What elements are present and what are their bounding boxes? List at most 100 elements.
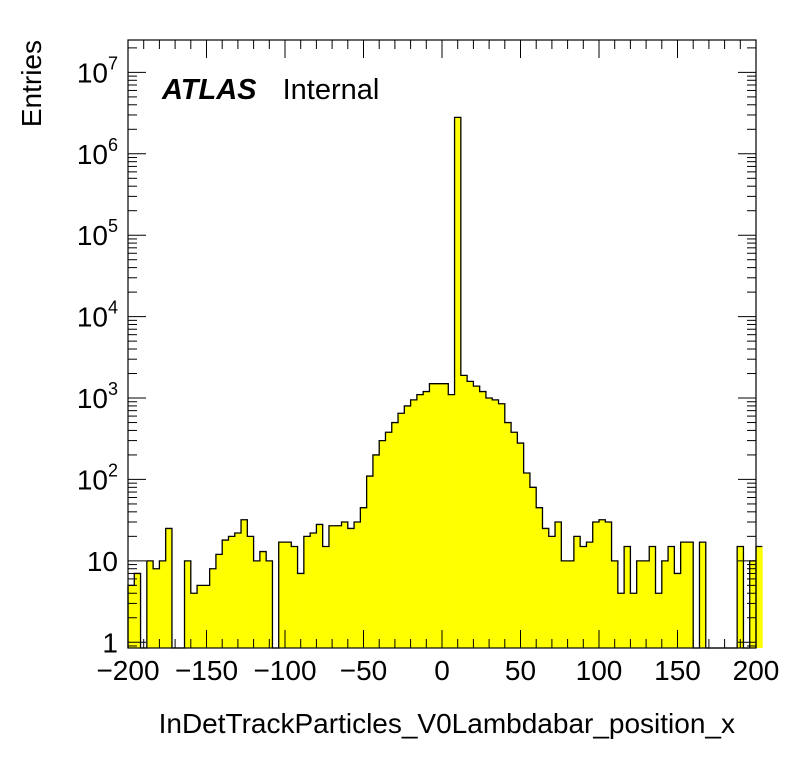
histogram-bin — [259, 551, 267, 648]
histogram-bin — [146, 560, 154, 648]
histogram-bin — [134, 573, 141, 648]
histogram-bin — [303, 536, 311, 648]
histogram-bin — [385, 432, 393, 648]
histogram-bin — [190, 593, 198, 648]
histogram-bin — [184, 560, 192, 648]
histogram-bin — [686, 542, 694, 648]
histogram-bin — [454, 117, 462, 648]
histogram-bin — [247, 536, 254, 648]
x-tick-label: 100 — [576, 655, 623, 686]
y-tick-base: 10 — [77, 57, 108, 88]
histogram-bin — [617, 593, 625, 648]
y-tick-exponent: 2 — [108, 460, 118, 480]
y-tick-base: 1 — [102, 627, 118, 658]
histogram-bin — [266, 560, 273, 648]
histogram-bin — [467, 381, 474, 648]
histogram-bin — [599, 519, 606, 648]
histogram-bin — [592, 522, 600, 648]
histogram-bin — [203, 585, 211, 648]
x-tick-label: 150 — [654, 655, 701, 686]
histogram-bin — [586, 542, 594, 648]
y-tick-exponent: 4 — [108, 298, 118, 318]
y-tick-exponent: 5 — [108, 216, 118, 236]
histogram-bin — [485, 398, 493, 648]
x-tick-label: 200 — [733, 655, 780, 686]
histogram-bars — [128, 117, 763, 648]
histogram-bin — [291, 546, 298, 648]
histogram-bin — [680, 542, 688, 648]
x-tick-label: −200 — [96, 655, 159, 686]
histogram-bin — [473, 386, 481, 648]
histogram-bin — [548, 536, 556, 648]
histogram-bin — [573, 536, 581, 648]
y-tick-label: 10 — [87, 546, 118, 577]
atlas-label: ATLAS Internal — [161, 74, 379, 106]
histogram-bin — [372, 454, 380, 648]
histogram-bin — [360, 507, 368, 648]
histogram-bin — [504, 422, 512, 648]
histogram-bin — [492, 399, 499, 648]
y-tick-label: 1 — [102, 627, 118, 658]
histogram-bin — [310, 532, 317, 648]
histogram-bin — [322, 546, 330, 648]
histogram-bin — [128, 585, 135, 648]
histogram-bin — [498, 403, 506, 648]
histogram-bin — [297, 573, 305, 648]
histogram-bin — [241, 519, 248, 648]
histogram-bin — [335, 525, 342, 648]
histogram-bin — [165, 528, 173, 648]
histogram-bin — [636, 560, 644, 648]
histogram-bin — [222, 540, 229, 648]
histogram-bin — [347, 528, 355, 648]
y-tick-label: 106 — [77, 135, 118, 170]
y-tick-base: 10 — [87, 546, 118, 577]
histogram-bin — [561, 560, 568, 648]
histogram-bin — [642, 560, 650, 648]
y-tick-base: 10 — [77, 139, 108, 170]
histogram-bin — [354, 522, 361, 648]
y-tick-exponent: 3 — [108, 379, 118, 399]
y-tick-base: 10 — [77, 464, 108, 495]
histogram-bin — [316, 524, 324, 648]
histogram-bin — [674, 573, 682, 648]
histogram-bin — [630, 593, 638, 648]
histogram-bin — [668, 546, 675, 648]
histogram-bin — [567, 560, 575, 648]
histogram-bin — [278, 542, 286, 648]
y-tick-label: 102 — [77, 460, 118, 495]
histogram-bin — [341, 522, 349, 648]
histogram-bin — [649, 546, 656, 648]
histogram-bin — [479, 391, 487, 648]
histogram-bin — [398, 413, 405, 648]
histogram-bin — [580, 546, 587, 648]
histogram-bin — [197, 585, 204, 648]
histogram-bin — [429, 383, 437, 648]
x-tick-label: −50 — [340, 655, 388, 686]
histogram-bin — [423, 391, 430, 648]
y-axis-label: Entries — [16, 40, 47, 127]
histogram-bin — [416, 394, 424, 648]
x-tick-label: −100 — [253, 655, 316, 686]
y-tick-base: 10 — [77, 220, 108, 251]
y-tick-exponent: 6 — [108, 135, 118, 155]
histogram-bin — [529, 487, 537, 648]
histogram-bin — [699, 542, 707, 648]
histogram-bin — [749, 560, 757, 648]
histogram-bin — [624, 546, 631, 648]
histogram-bin — [536, 507, 543, 648]
histogram-bin — [410, 399, 418, 648]
x-tick-label: 50 — [505, 655, 536, 686]
histogram-bin — [285, 542, 292, 648]
histogram-bin — [655, 593, 663, 648]
histogram-bin — [234, 532, 242, 648]
histogram-bin — [756, 546, 763, 648]
histogram-bin — [391, 422, 399, 648]
histogram-bin — [523, 472, 531, 648]
x-tick-label: 0 — [434, 655, 450, 686]
histogram-bin — [611, 560, 619, 648]
x-tick-label: −150 — [175, 655, 238, 686]
histogram-bin — [228, 536, 236, 648]
histogram-bin — [153, 568, 160, 648]
